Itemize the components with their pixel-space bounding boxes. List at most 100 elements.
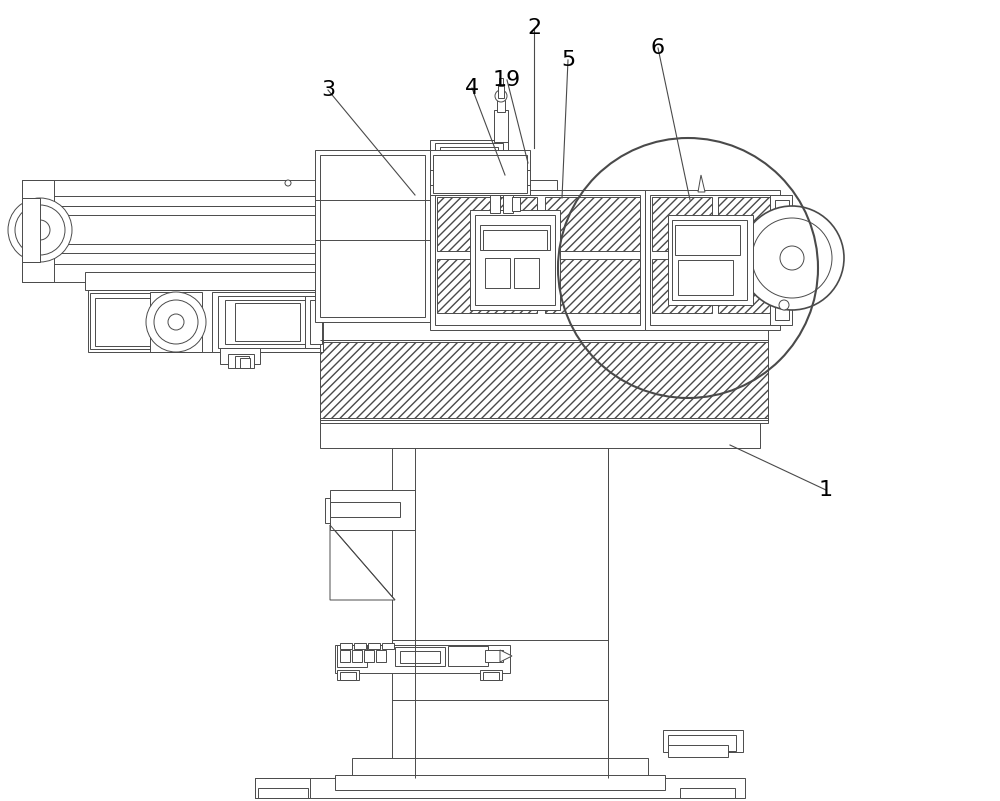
- Bar: [437, 197, 537, 251]
- Bar: [545, 197, 640, 251]
- Text: 4: 4: [465, 78, 479, 98]
- Bar: [678, 260, 733, 295]
- Bar: [483, 672, 499, 680]
- Bar: [330, 490, 415, 530]
- Bar: [335, 645, 510, 673]
- Bar: [305, 296, 320, 348]
- Bar: [672, 220, 747, 300]
- Bar: [376, 650, 386, 662]
- Bar: [354, 643, 366, 649]
- Bar: [340, 672, 356, 680]
- Bar: [400, 651, 440, 663]
- Bar: [22, 200, 42, 260]
- Bar: [430, 150, 530, 195]
- Bar: [85, 272, 325, 290]
- Text: 3: 3: [321, 80, 335, 100]
- Circle shape: [779, 300, 789, 310]
- Bar: [395, 647, 445, 666]
- Bar: [480, 225, 550, 250]
- Bar: [320, 320, 768, 342]
- Text: 5: 5: [561, 50, 575, 70]
- Bar: [480, 670, 502, 680]
- Bar: [334, 502, 356, 516]
- Bar: [490, 195, 500, 213]
- Bar: [770, 195, 792, 325]
- Bar: [485, 258, 510, 288]
- Circle shape: [780, 246, 804, 270]
- Text: 19: 19: [493, 70, 521, 90]
- Bar: [645, 190, 780, 330]
- Bar: [675, 225, 740, 255]
- Bar: [22, 253, 557, 265]
- Bar: [335, 775, 665, 790]
- Bar: [330, 502, 400, 517]
- Bar: [375, 503, 385, 513]
- Bar: [668, 735, 736, 751]
- Bar: [315, 150, 430, 322]
- Bar: [514, 258, 539, 288]
- Bar: [392, 448, 608, 778]
- Text: 6: 6: [651, 38, 665, 58]
- Bar: [255, 778, 310, 798]
- Bar: [650, 195, 775, 325]
- Bar: [22, 196, 557, 206]
- Circle shape: [752, 218, 832, 298]
- Bar: [22, 180, 54, 282]
- Bar: [220, 348, 260, 364]
- Bar: [235, 356, 249, 368]
- Bar: [498, 84, 504, 98]
- Bar: [483, 230, 547, 250]
- Bar: [652, 197, 712, 251]
- Bar: [382, 643, 394, 649]
- Bar: [680, 788, 735, 798]
- Bar: [433, 155, 527, 193]
- Bar: [440, 147, 498, 185]
- Bar: [337, 670, 359, 680]
- Circle shape: [8, 198, 72, 262]
- Bar: [90, 293, 170, 349]
- Bar: [364, 503, 374, 513]
- Bar: [368, 643, 380, 649]
- Bar: [258, 788, 308, 798]
- Bar: [435, 143, 503, 187]
- Bar: [88, 290, 323, 352]
- Bar: [22, 215, 557, 245]
- Bar: [320, 418, 768, 423]
- Bar: [320, 155, 425, 317]
- Bar: [545, 259, 640, 313]
- Circle shape: [146, 292, 206, 352]
- Bar: [340, 650, 350, 662]
- Circle shape: [30, 220, 50, 240]
- Bar: [718, 197, 770, 251]
- Bar: [775, 200, 789, 320]
- Text: 2: 2: [527, 18, 541, 38]
- Polygon shape: [330, 525, 395, 600]
- Bar: [240, 358, 250, 368]
- Bar: [668, 745, 728, 757]
- Polygon shape: [698, 175, 705, 192]
- Bar: [437, 259, 537, 313]
- Bar: [352, 758, 648, 778]
- Bar: [325, 498, 350, 523]
- Bar: [668, 215, 753, 305]
- Bar: [218, 296, 316, 348]
- Bar: [340, 506, 352, 514]
- Bar: [497, 100, 505, 112]
- Bar: [494, 110, 508, 142]
- Text: 1: 1: [819, 480, 833, 500]
- Bar: [255, 778, 745, 798]
- Bar: [485, 650, 503, 662]
- Bar: [448, 646, 488, 666]
- Bar: [22, 206, 557, 216]
- Bar: [225, 300, 309, 344]
- Bar: [340, 643, 352, 649]
- Bar: [228, 354, 254, 368]
- Circle shape: [168, 314, 184, 330]
- Circle shape: [740, 206, 844, 310]
- Bar: [22, 264, 557, 282]
- Circle shape: [285, 180, 291, 186]
- Bar: [150, 292, 202, 352]
- Bar: [212, 292, 320, 352]
- Bar: [310, 300, 322, 344]
- Bar: [353, 503, 363, 513]
